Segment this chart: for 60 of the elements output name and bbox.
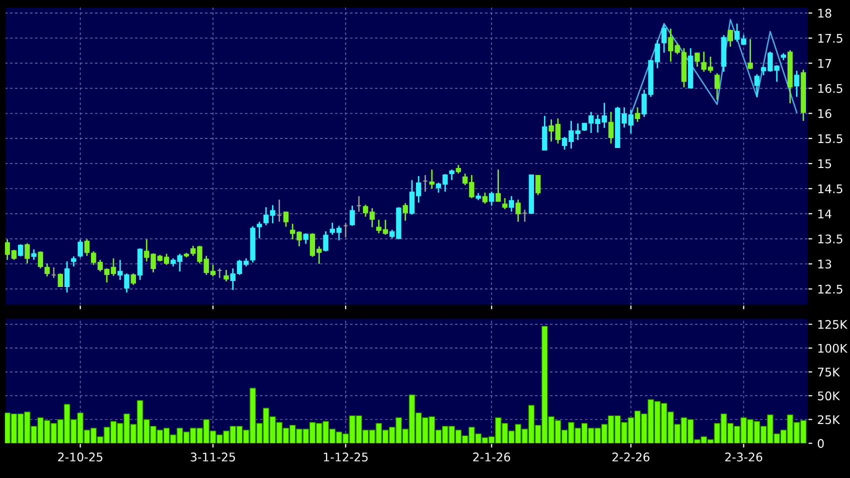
x-tick-label: 3-11-25 <box>190 452 235 462</box>
candlestick <box>794 70 800 98</box>
candlestick <box>542 115 548 151</box>
candlestick <box>78 239 83 258</box>
candlestick <box>694 52 700 68</box>
candlestick <box>429 168 434 190</box>
candlestick <box>18 244 24 258</box>
candlestick <box>502 197 508 210</box>
candlestick <box>130 272 136 286</box>
x-tick-label: 2-2-26 <box>612 452 650 462</box>
candlestick <box>323 230 328 252</box>
candlestick <box>748 38 753 70</box>
candlestick <box>535 174 541 196</box>
candlestick <box>31 248 36 261</box>
y-tick-label: 100K <box>818 344 848 353</box>
candlestick <box>754 74 760 98</box>
y-tick-label: 18 <box>818 8 832 18</box>
candlestick <box>634 106 640 123</box>
x-tick-label: 2-10-25 <box>58 452 102 462</box>
candlestick <box>71 256 76 268</box>
y-tick-label: 16.5 <box>818 84 842 93</box>
candlestick <box>283 211 289 228</box>
candlestick <box>714 72 720 101</box>
y-tick-label: 12.5 <box>818 284 842 294</box>
candlestick <box>38 250 44 270</box>
candlestick <box>24 242 30 264</box>
candlestick <box>350 204 355 226</box>
y-tick-label: 13 <box>818 260 832 269</box>
candlestick <box>58 272 64 288</box>
y-tick-label: 14.5 <box>818 184 842 194</box>
y-tick-label: 15 <box>818 159 832 168</box>
candlestick <box>508 195 514 212</box>
candlestick <box>488 190 494 206</box>
y-tick-label: 125K <box>818 320 848 329</box>
x-tick-label: 2-3-26 <box>725 452 762 462</box>
x-tick-label: 1-12-25 <box>324 452 368 462</box>
y-tick-label: 50K <box>818 391 840 400</box>
candlestick <box>402 202 408 222</box>
candlestick <box>482 192 488 204</box>
y-tick-label: 17 <box>818 59 832 68</box>
candlestick <box>661 24 667 54</box>
y-tick-label: 16 <box>818 109 832 118</box>
candlestick <box>64 260 70 294</box>
y-tick-label: 17.5 <box>818 34 842 43</box>
y-tick-label: 0 <box>818 439 824 448</box>
candlestick <box>256 221 262 239</box>
candlestick <box>608 111 614 144</box>
candlestick <box>449 168 454 181</box>
candlestick <box>496 168 501 202</box>
candlestick <box>44 262 50 278</box>
x-tick-label: 2-1-26 <box>473 452 510 462</box>
candlestick <box>516 198 521 222</box>
y-tick-label: 14 <box>818 210 832 218</box>
candlestick <box>84 238 90 257</box>
y-tick-label: 75K <box>818 368 840 377</box>
y-tick-label: 13.5 <box>818 234 842 244</box>
y-tick-label: 15.5 <box>818 134 842 144</box>
y-tick-label: 25K <box>818 415 840 424</box>
candlestick <box>728 28 734 48</box>
candlestick <box>224 269 229 282</box>
